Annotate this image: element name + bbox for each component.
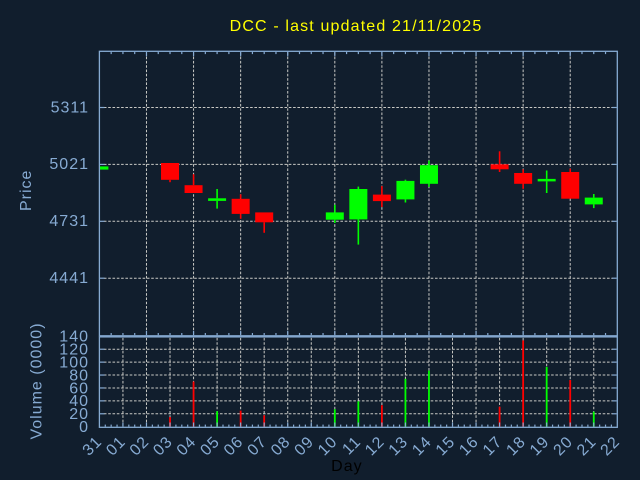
svg-text:40: 40 (69, 393, 89, 410)
svg-text:80: 80 (69, 367, 89, 384)
svg-text:120: 120 (59, 342, 89, 359)
svg-text:140: 140 (59, 329, 89, 346)
svg-text:Price: Price (18, 170, 35, 211)
svg-text:4731: 4731 (49, 213, 89, 230)
svg-text:DCC - last updated 21/11/2025: DCC - last updated 21/11/2025 (230, 18, 483, 35)
svg-text:0: 0 (79, 419, 89, 436)
svg-text:20: 20 (69, 406, 89, 423)
svg-text:100: 100 (59, 354, 89, 371)
svg-text:Day: Day (331, 458, 362, 475)
svg-text:4441: 4441 (49, 270, 89, 287)
svg-text:5021: 5021 (49, 156, 89, 173)
svg-text:60: 60 (69, 380, 89, 397)
svg-text:5311: 5311 (51, 99, 89, 116)
svg-text:Volume (0000): Volume (0000) (29, 322, 46, 439)
